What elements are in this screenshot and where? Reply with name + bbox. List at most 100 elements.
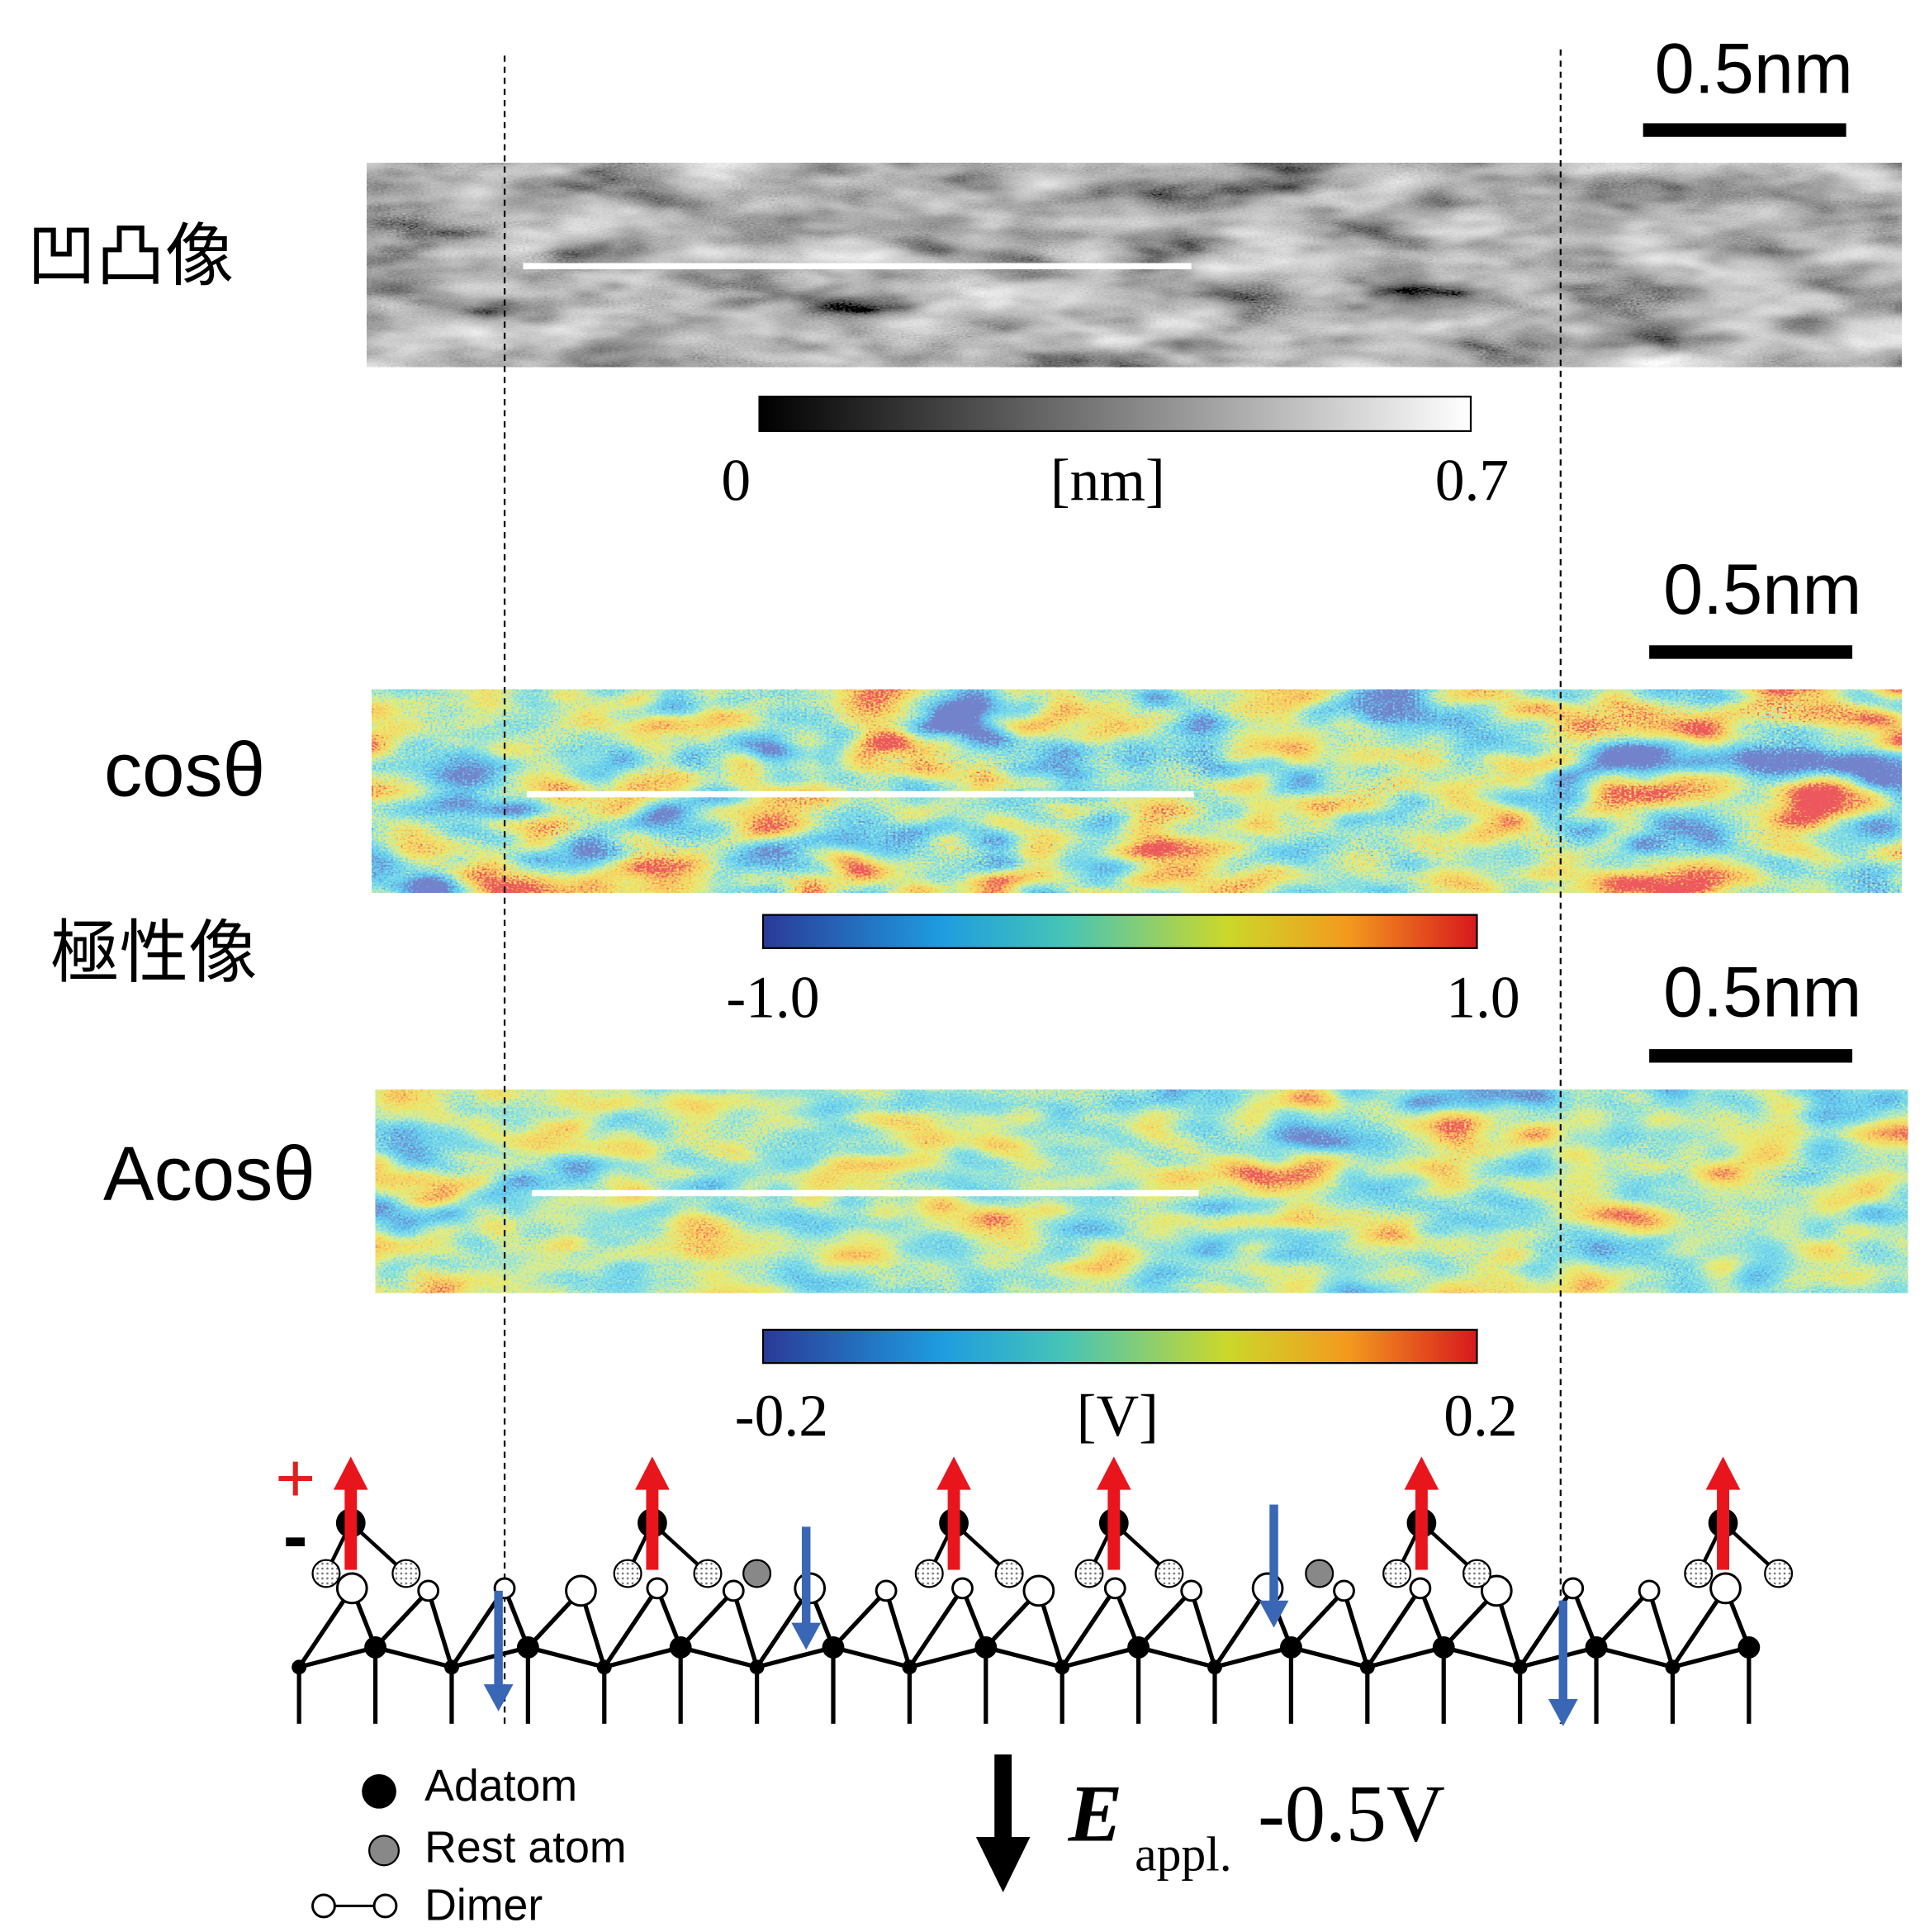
bond [1061, 1645, 1140, 1669]
bond [298, 1645, 377, 1669]
panel-label: Acosθ [103, 1130, 315, 1216]
bond [908, 1645, 987, 1669]
dotted-atom [1462, 1559, 1491, 1588]
legend-label: Adatom [424, 1761, 577, 1811]
down-arrow [494, 1590, 503, 1690]
legend-dimer [372, 1893, 398, 1919]
minus-sign: - [283, 1494, 308, 1577]
dimer-atom [875, 1579, 898, 1602]
colorbar-label: -0.2 [735, 1384, 828, 1449]
bond [1342, 1590, 1370, 1669]
colorbar-label: 0.2 [1444, 1384, 1517, 1449]
bond [756, 1645, 834, 1669]
dotted-atom [1764, 1559, 1794, 1588]
down-arrow-head [791, 1622, 822, 1650]
scale-bar [1649, 645, 1853, 659]
up-arrow [1107, 1483, 1121, 1570]
dimer-atom [1022, 1574, 1055, 1607]
scale-bar-label: 0.5nm [1663, 952, 1861, 1032]
up-arrow [1717, 1483, 1729, 1570]
legend-label: Dimer [424, 1881, 543, 1930]
up-arrow-head [1404, 1456, 1439, 1490]
bond [1189, 1590, 1217, 1669]
up-arrow-head [1705, 1456, 1741, 1490]
legend-dimer [311, 1893, 336, 1919]
up-arrow [947, 1483, 960, 1570]
bond [1595, 1589, 1652, 1650]
down-arrow [801, 1526, 811, 1628]
dimer-atom [1180, 1579, 1203, 1602]
bond [908, 1587, 965, 1669]
scale-bar-label: 0.5nm [1655, 30, 1853, 109]
dimer-atom [722, 1579, 745, 1602]
dotted-atom [311, 1559, 341, 1588]
dimer-atom [951, 1577, 974, 1600]
legend-adatom [362, 1773, 396, 1809]
group-label: 極性像 [50, 914, 257, 991]
dimer-atom [1709, 1572, 1742, 1605]
bond [1137, 1645, 1216, 1669]
scale-bar [1649, 1049, 1853, 1063]
colorbar-unit: [nm] [1050, 448, 1165, 513]
bond [1671, 1645, 1750, 1669]
dotted-atom [693, 1559, 723, 1588]
dotted-atom [1074, 1559, 1104, 1588]
legend-rest-atom [367, 1835, 401, 1867]
bond [1289, 1589, 1346, 1650]
dotted-atom [1154, 1559, 1184, 1588]
colorbar [758, 396, 1472, 433]
rest-atom [1305, 1559, 1335, 1588]
field-arrow [994, 1754, 1012, 1841]
dimer-atom [1333, 1579, 1355, 1602]
colorbar-label: 0 [721, 448, 751, 513]
dimer-atom [1638, 1579, 1661, 1602]
dimer-atom [565, 1574, 597, 1607]
field-subscript: appl. [1135, 1826, 1232, 1881]
colorbar-label: -1.0 [726, 965, 819, 1030]
dimer-atom [1103, 1577, 1126, 1600]
dimer-atom [335, 1572, 368, 1605]
colorbar [761, 914, 1478, 950]
bond [374, 1645, 453, 1669]
colorbar-label: 1.0 [1446, 965, 1519, 1030]
field-arrow-head [975, 1836, 1031, 1893]
field-value: -0.5V [1258, 1769, 1445, 1859]
bond [1365, 1587, 1423, 1669]
scale-bar [1643, 123, 1847, 137]
bond [679, 1589, 736, 1650]
plus-sign: + [275, 1439, 315, 1517]
atomic-model [292, 1456, 1794, 1726]
up-arrow-head [1096, 1456, 1131, 1490]
colorbar-unit: [V] [1077, 1384, 1159, 1449]
bond [680, 1645, 758, 1669]
down-arrow-head [483, 1684, 514, 1711]
bond [1595, 1645, 1674, 1669]
bond [1290, 1645, 1368, 1669]
up-arrow-head [333, 1456, 368, 1490]
legend-label: Rest atom [424, 1823, 626, 1873]
scale-bar-label: 0.5nm [1663, 550, 1861, 629]
up-arrow [646, 1483, 659, 1570]
bond [451, 1645, 529, 1669]
panel-label: 凹凸像 [27, 216, 234, 294]
bond [1367, 1645, 1444, 1669]
bond [602, 1587, 660, 1669]
down-arrow-head [1259, 1600, 1289, 1628]
bond [1136, 1589, 1193, 1650]
bond [832, 1589, 888, 1650]
up-arrow [1415, 1483, 1428, 1570]
dimer-atom [646, 1577, 669, 1600]
bond [373, 1589, 430, 1650]
bond [1443, 1645, 1521, 1669]
field-symbol: E [1068, 1769, 1123, 1859]
bond [884, 1590, 912, 1669]
up-arrow-head [936, 1456, 971, 1490]
up-arrow [344, 1483, 358, 1570]
dotted-atom [994, 1559, 1024, 1588]
dotted-atom [391, 1559, 421, 1588]
dimer-atom [1409, 1577, 1432, 1600]
dotted-atom [613, 1559, 642, 1588]
bond [731, 1590, 760, 1669]
down-arrow-head [1548, 1699, 1578, 1726]
